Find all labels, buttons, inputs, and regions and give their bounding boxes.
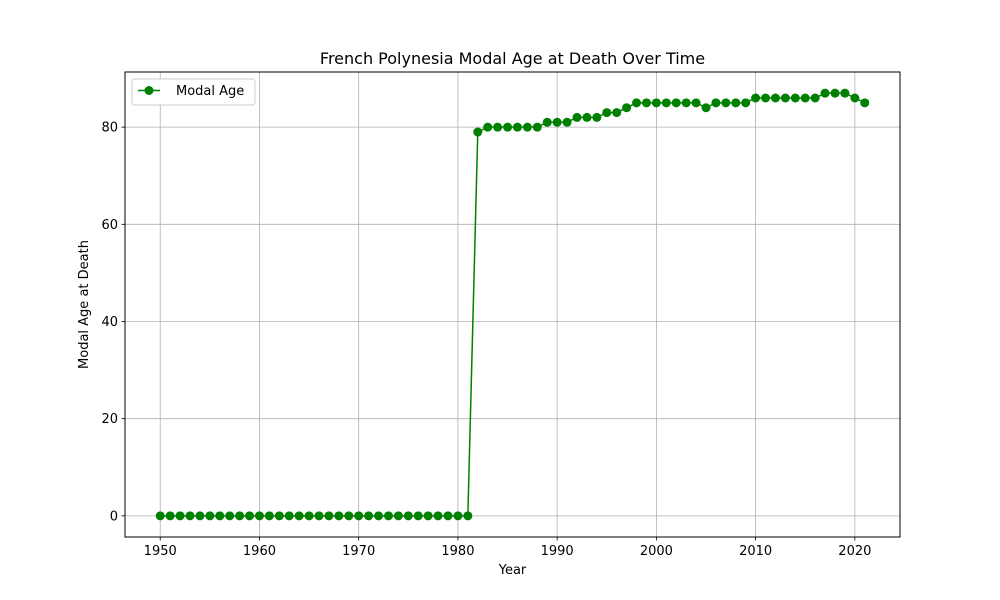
data-point: [453, 511, 463, 521]
data-point: [641, 98, 651, 108]
data-point: [562, 117, 572, 127]
data-point: [175, 511, 185, 521]
data-point: [334, 511, 344, 521]
data-point: [671, 98, 681, 108]
data-point: [433, 511, 443, 521]
data-point: [215, 511, 225, 521]
data-point: [294, 511, 304, 521]
data-point: [582, 112, 592, 122]
data-point: [503, 122, 513, 132]
data-point: [443, 511, 453, 521]
chart-title: French Polynesia Modal Age at Death Over…: [320, 49, 705, 68]
data-point: [185, 511, 195, 521]
data-point: [274, 511, 284, 521]
data-point: [780, 93, 790, 103]
y-tick-label: 40: [101, 315, 118, 330]
plot-area: [124, 71, 901, 538]
data-point: [532, 122, 542, 132]
grid: [125, 72, 900, 537]
data-point: [522, 122, 532, 132]
data-point: [770, 93, 780, 103]
x-tick-label: 1960: [243, 544, 276, 559]
data-point: [622, 103, 632, 113]
data-point: [552, 117, 562, 127]
data-point: [711, 98, 721, 108]
data-point: [572, 112, 582, 122]
x-tick-label: 2020: [838, 544, 871, 559]
data-point: [374, 511, 384, 521]
legend: Modal Age: [131, 78, 256, 106]
data-point: [721, 98, 731, 108]
data-point: [483, 122, 493, 132]
data-point: [314, 511, 324, 521]
data-point: [493, 122, 503, 132]
data-point: [413, 511, 423, 521]
data-point: [731, 98, 741, 108]
y-tick-label: 20: [101, 412, 118, 427]
data-point: [254, 511, 264, 521]
y-tick-label: 60: [101, 218, 118, 233]
data-point: [195, 511, 205, 521]
data-point: [463, 511, 473, 521]
data-point: [840, 88, 850, 98]
legend-marker-swatch: [144, 86, 154, 95]
x-tick-label: 2000: [640, 544, 673, 559]
x-tick-label: 1950: [144, 544, 177, 559]
data-point: [592, 112, 602, 122]
data-point: [512, 122, 522, 132]
x-axis-label: Year: [498, 563, 527, 578]
data-point: [632, 98, 642, 108]
data-point: [383, 511, 393, 521]
data-point: [850, 93, 860, 103]
data-point: [264, 511, 274, 521]
data-point: [344, 511, 354, 521]
data-point: [225, 511, 235, 521]
x-tick-label: 1980: [441, 544, 474, 559]
data-point: [701, 103, 711, 113]
data-point: [681, 98, 691, 108]
legend-label: Modal Age: [176, 84, 244, 99]
y-tick-label: 0: [110, 509, 118, 524]
data-point: [602, 108, 612, 118]
data-point: [165, 511, 175, 521]
data-point: [810, 93, 820, 103]
series-line-modal-age: [160, 92, 866, 517]
data-point: [324, 511, 334, 521]
data-point: [751, 93, 761, 103]
x-tick-label: 1990: [541, 544, 574, 559]
data-point: [245, 511, 255, 521]
data-point: [790, 93, 800, 103]
y-tick-label: 80: [101, 121, 118, 136]
data-point: [473, 127, 483, 137]
axis-ticks: 1950 1960 1970 1980 1990 2000 2010 2020 0 20 40 60 8…: [101, 121, 871, 559]
data-point: [205, 511, 215, 521]
data-point: [423, 511, 433, 521]
data-point: [612, 108, 622, 118]
data-point: [354, 511, 364, 521]
data-point: [235, 511, 245, 521]
data-point: [364, 511, 374, 521]
data-point: [393, 511, 403, 521]
data-point: [691, 98, 701, 108]
data-point: [403, 511, 413, 521]
legend-box: [131, 78, 256, 106]
data-point: [800, 93, 810, 103]
data-point: [761, 93, 771, 103]
data-point: [661, 98, 671, 108]
x-tick-label: 2010: [739, 544, 772, 559]
data-point: [830, 88, 840, 98]
series-layer: [155, 88, 870, 521]
x-tick-label: 1970: [342, 544, 375, 559]
y-axis-label: Modal Age at Death: [77, 240, 92, 369]
data-point: [860, 98, 870, 108]
data-point: [155, 511, 165, 521]
data-point: [284, 511, 294, 521]
data-point: [651, 98, 661, 108]
data-point: [820, 88, 830, 98]
data-point: [542, 117, 552, 127]
data-point: [741, 98, 751, 108]
data-point: [304, 511, 314, 521]
